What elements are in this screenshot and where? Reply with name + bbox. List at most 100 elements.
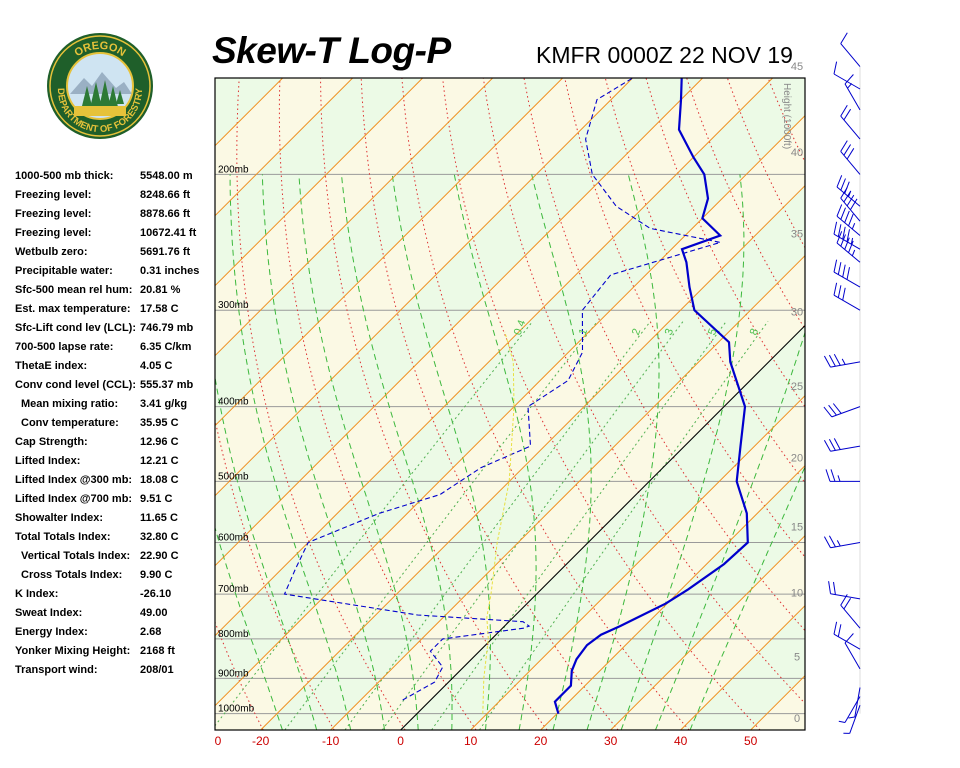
index-label: Yonker Mixing Height: (15, 645, 131, 657)
index-label: Conv temperature: (21, 417, 119, 429)
mixing-ratio-line (381, 320, 684, 730)
index-value: 12.21 C (140, 455, 179, 467)
logo-top-text: OREGON (72, 40, 127, 59)
index-row: ThetaE index: 4.05 C (15, 357, 220, 376)
mixing-ratio-line (478, 320, 769, 730)
isotherm (470, 394, 805, 730)
wind-barb (823, 353, 861, 368)
index-value: 10672.41 ft (140, 227, 197, 239)
index-label: Energy Index: (15, 626, 88, 638)
index-label: 700-500 lapse rate: (15, 341, 114, 353)
moist-adiabat (620, 174, 745, 730)
moist-adiabat (215, 525, 283, 730)
logo-ground (74, 106, 126, 116)
moist-adiabat (341, 174, 453, 730)
pressure-label: 200mb (218, 164, 249, 175)
x-tick-label: -10 (322, 734, 340, 748)
index-label: ThetaE index: (15, 360, 88, 372)
dry-adiabat (215, 417, 335, 730)
moist-adiabat (689, 465, 805, 730)
wind-barb (833, 259, 861, 288)
isotherm (215, 78, 634, 497)
index-label: Total Totals Index: (15, 531, 111, 543)
index-value: 0.31 inches (140, 265, 200, 277)
height-tick-label: 20 (791, 453, 803, 465)
index-row: Est. max temperature: 17.58 C (15, 300, 220, 319)
index-row: Freezing level: 8248.66 ft (15, 186, 220, 205)
height-tick-label: 15 (791, 521, 803, 533)
index-label: 1000-500 mb thick: (15, 170, 114, 182)
dry-adiabat (320, 78, 548, 730)
moist-adiabat (655, 330, 805, 730)
isotherm (215, 78, 564, 427)
index-value: 9.51 C (140, 493, 173, 505)
wind-barb (833, 621, 861, 650)
index-label: Sweat Index: (15, 607, 83, 619)
wind-barb (823, 403, 861, 418)
mixing-ratio-label: 1 (577, 327, 590, 337)
index-label: Mean mixing ratio: (21, 398, 119, 410)
parcel-line (482, 331, 515, 714)
index-value: -26.10 (140, 588, 172, 600)
wind-barb (840, 140, 861, 175)
dry-adiabat (360, 78, 619, 730)
x-tick-label: 40 (674, 734, 688, 748)
pressure-label: 700mb (218, 584, 249, 595)
index-value: 20.81 % (140, 284, 181, 296)
index-row: Energy Index: 2.68 (15, 623, 220, 642)
x-tick-label: 0 (215, 734, 222, 748)
isotherm (260, 184, 805, 730)
index-row: Lifted Index @700 mb: 9.51 C (15, 490, 220, 509)
wind-barb (825, 469, 860, 482)
height-tick-label: 10 (791, 588, 803, 600)
moist-adiabat (391, 174, 491, 730)
index-value: 208/01 (140, 664, 174, 676)
temperature-line (553, 78, 749, 715)
logo-mountains (70, 72, 132, 94)
index-row: Freezing level: 10672.41 ft (15, 224, 220, 243)
mixing-ratio-label: 8 (748, 327, 761, 337)
mixing-ratio-label: 2 (630, 327, 643, 337)
pressure-label: 300mb (218, 300, 249, 311)
index-row: Yonker Mixing Height: 2168 ft (15, 642, 220, 661)
dry-adiabat (564, 78, 805, 558)
dry-adiabat (850, 78, 960, 730)
station-time-label: KMFR 0000Z 22 NOV 19 (536, 42, 793, 68)
oregon-department-of-forestry-logo: OREGON DEPARTMENT OF FORESTRY (47, 33, 153, 139)
pressure-label: 600mb (218, 532, 249, 543)
wind-barb (823, 438, 861, 452)
index-label: K Index: (15, 588, 59, 600)
index-value: 9.90 C (140, 569, 173, 581)
index-value: 5691.76 ft (140, 246, 191, 258)
wind-barb (840, 32, 861, 67)
height-tick-label: 25 (791, 381, 803, 393)
index-row: Cap Strength: 12.96 C (15, 433, 220, 452)
isotherm (215, 78, 494, 357)
index-label: Precipitable water: (15, 265, 113, 277)
wind-barb (844, 633, 861, 670)
index-row: 700-500 lapse rate: 6.35 C/km (15, 338, 220, 357)
index-value: 8878.66 ft (140, 208, 191, 220)
height-tick-label: 40 (791, 147, 803, 159)
wind-barb (840, 594, 861, 629)
moist-adiabat (531, 174, 592, 730)
wind-barb (848, 687, 861, 719)
x-tick-label: -20 (252, 734, 270, 748)
height-tick-label: 30 (791, 306, 803, 318)
index-label: Freezing level: (15, 189, 92, 201)
index-row: K Index: -26.10 (15, 585, 220, 604)
index-label: Freezing level: (15, 227, 92, 239)
dry-adiabat (645, 78, 805, 408)
plot-border (214, 77, 806, 731)
moist-adiabat (229, 174, 352, 730)
index-value: 3.41 g/kg (140, 398, 188, 410)
index-row: Conv temperature: 35.95 C (15, 414, 220, 433)
index-row: Mean mixing ratio: 3.41 g/kg (15, 395, 220, 414)
wind-barb (838, 696, 861, 723)
index-value: 6.35 C/km (140, 341, 192, 353)
index-row: Sfc-Lift cond lev (LCL): 746.79 mb (15, 319, 220, 338)
index-row: Sweat Index: 49.00 (15, 604, 220, 623)
dry-adiabat (809, 78, 960, 730)
isotherm (215, 78, 774, 637)
logo-gold-ring (49, 35, 151, 137)
